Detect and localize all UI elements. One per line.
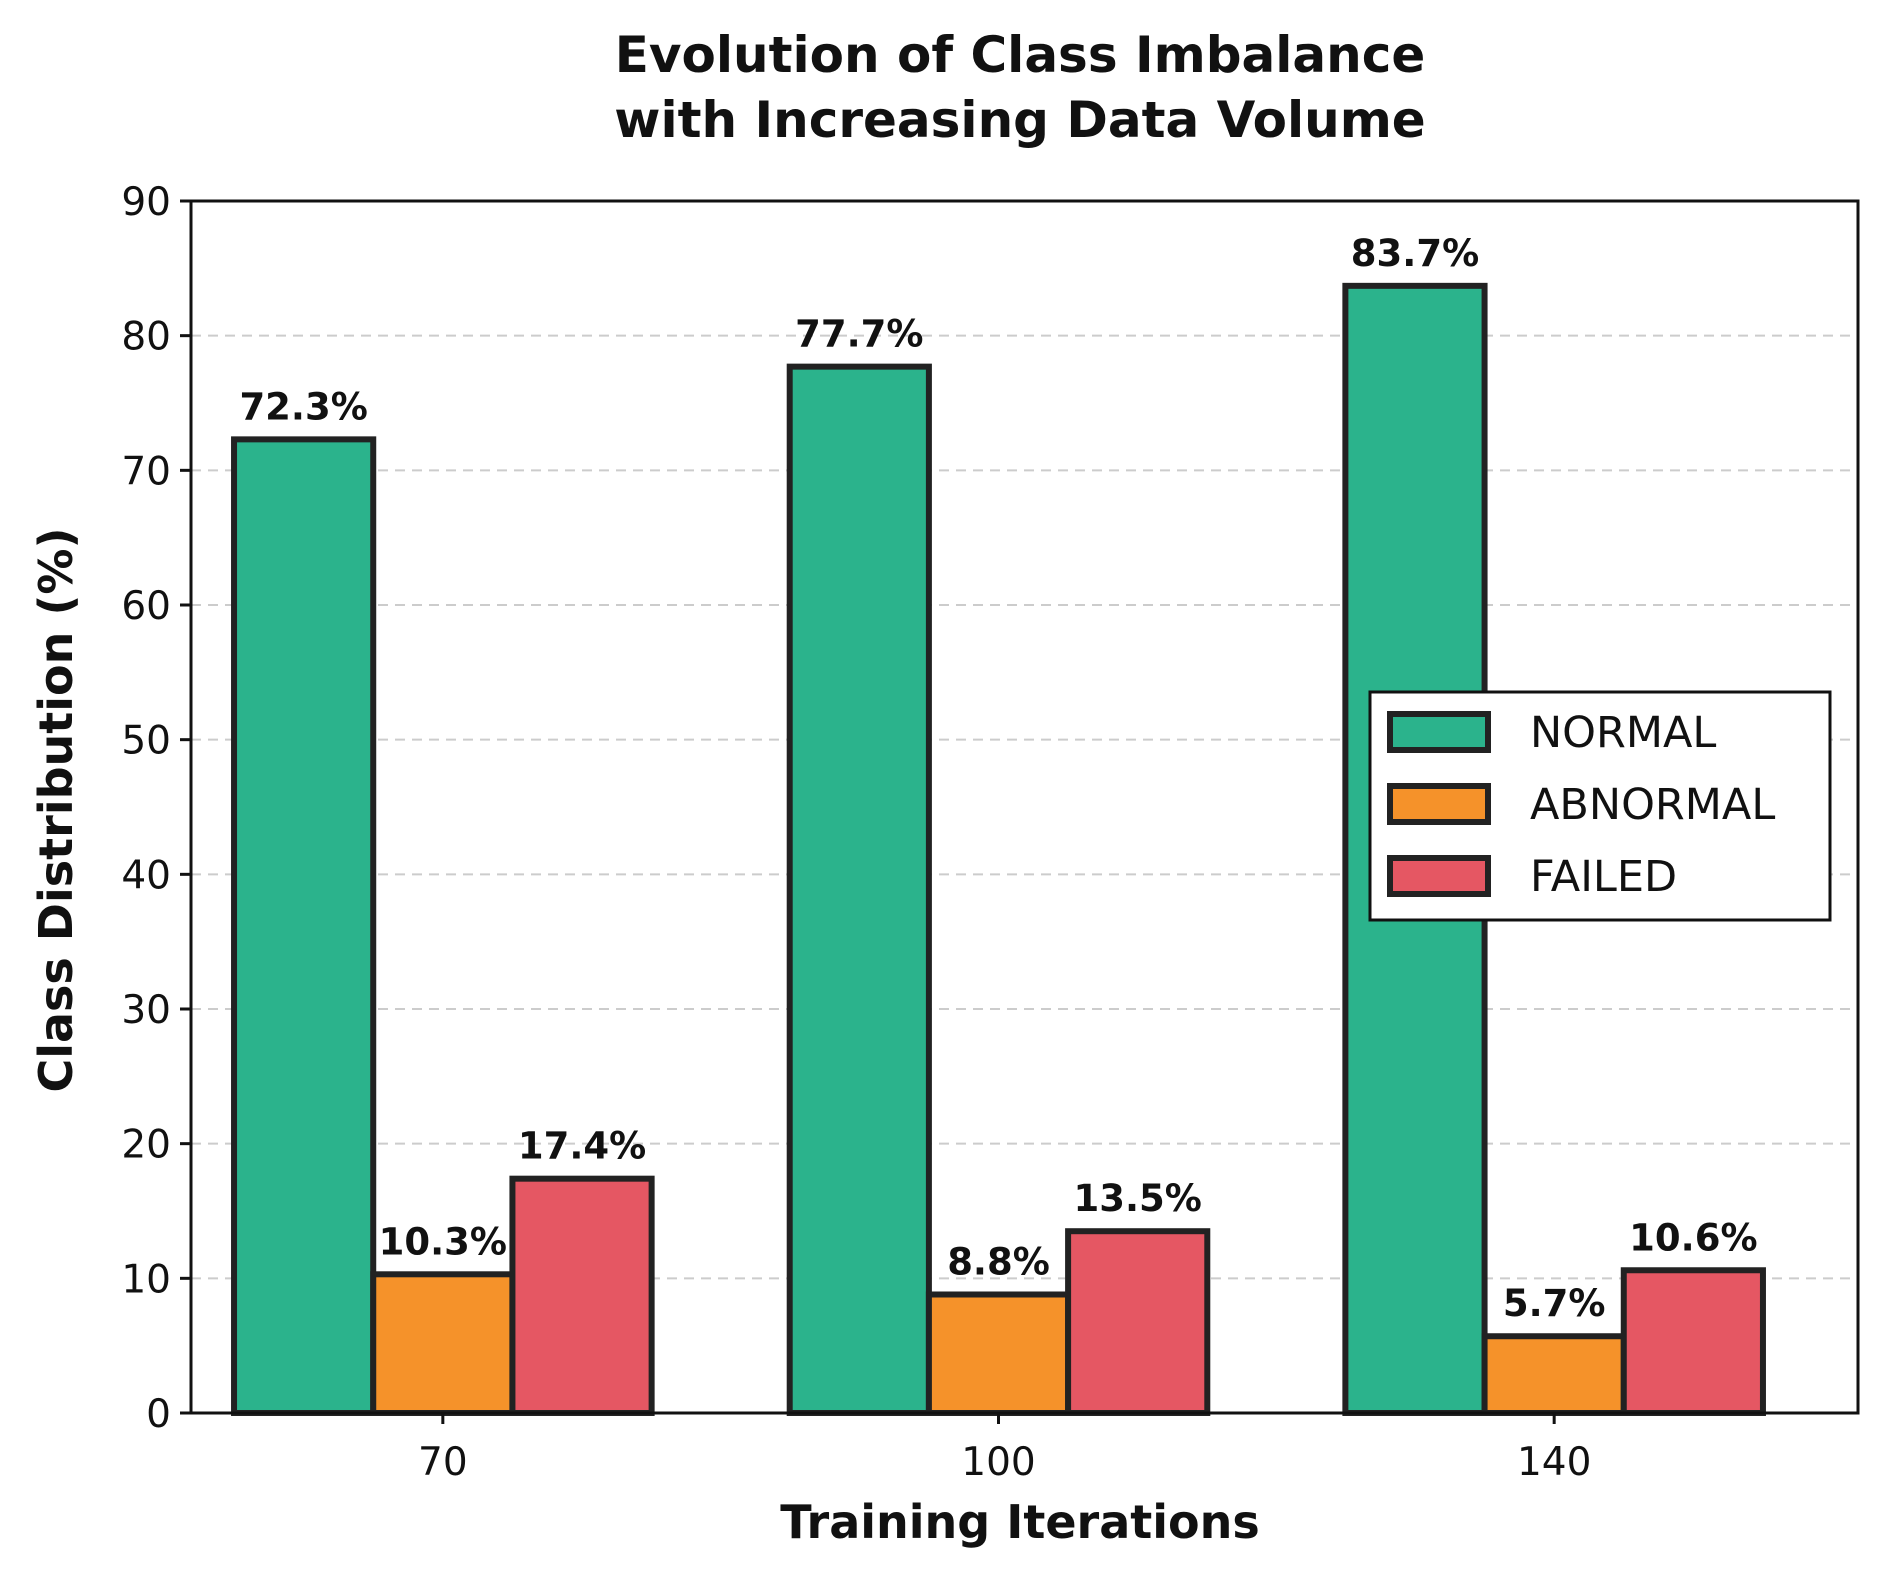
- bar-abnormal-70: [370, 1271, 516, 1416]
- y-tick-label: 0: [146, 1392, 171, 1437]
- value-label-normal-70: 72.3%: [239, 385, 367, 428]
- y-tick-label: 90: [121, 180, 171, 225]
- legend-label-abnormal: ABNORMAL: [1530, 780, 1775, 830]
- y-axis-label: Class Distribution (%): [29, 527, 83, 1092]
- legend-swatch-normal: [1387, 711, 1491, 753]
- legend: NORMAL ABNORMAL FAILED: [1368, 690, 1832, 922]
- gridlines: [191, 334, 1858, 1280]
- plot-area-frame: [189, 199, 1860, 1415]
- x-tick-label: 140: [1517, 1440, 1591, 1485]
- chart-title-line-2: with Increasing Data Volume: [614, 91, 1425, 149]
- x-axis-ticks: 70 100 140: [418, 1413, 1591, 1485]
- bar-failed-70: [509, 1175, 655, 1417]
- bar-normal-70: [231, 436, 377, 1416]
- value-label-normal-140: 83.7%: [1351, 232, 1479, 275]
- value-labels: 72.3% 10.3% 17.4% 77.7% 8.8% 13.5% 83.7% 5.7% 10…: [239, 232, 1757, 1325]
- value-label-normal-100: 77.7%: [795, 313, 923, 356]
- x-axis-label: Training Iterations: [780, 1495, 1260, 1549]
- value-label-abnormal-100: 8.8%: [947, 1240, 1050, 1283]
- y-tick-label: 60: [121, 584, 171, 629]
- chart-title-line-1: Evolution of Class Imbalance: [615, 26, 1426, 84]
- bar-normal-100: [786, 363, 932, 1416]
- bar-abnormal-140: [1481, 1333, 1627, 1416]
- y-tick-label: 50: [121, 719, 171, 764]
- bar-abnormal-100: [925, 1291, 1072, 1416]
- value-label-abnormal-140: 5.7%: [1503, 1282, 1606, 1325]
- x-tick-label: 100: [961, 1440, 1035, 1485]
- y-axis-ticks: 0 10 20 30 40 50 60 70 80 90: [121, 180, 191, 1437]
- legend-label-failed: FAILED: [1530, 852, 1677, 902]
- value-label-failed-100: 13.5%: [1074, 1177, 1202, 1220]
- y-tick-label: 40: [121, 853, 171, 898]
- legend-swatch-failed: [1387, 855, 1491, 897]
- bars: [231, 282, 1766, 1417]
- y-tick-label: 30: [121, 988, 171, 1033]
- legend-swatch-abnormal: [1387, 783, 1491, 825]
- bar-failed-140: [1620, 1267, 1766, 1416]
- bar-failed-100: [1065, 1228, 1211, 1416]
- value-label-failed-70: 17.4%: [518, 1125, 646, 1168]
- x-tick-label: 70: [418, 1440, 468, 1485]
- y-tick-label: 10: [121, 1257, 171, 1302]
- value-label-abnormal-70: 10.3%: [379, 1220, 507, 1263]
- y-tick-label: 80: [121, 315, 171, 360]
- y-tick-label: 20: [121, 1123, 171, 1168]
- legend-label-normal: NORMAL: [1530, 708, 1716, 758]
- value-label-failed-140: 10.6%: [1629, 1216, 1757, 1259]
- chart-title: Evolution of Class Imbalance with Increa…: [614, 26, 1425, 149]
- y-tick-label: 70: [121, 449, 171, 494]
